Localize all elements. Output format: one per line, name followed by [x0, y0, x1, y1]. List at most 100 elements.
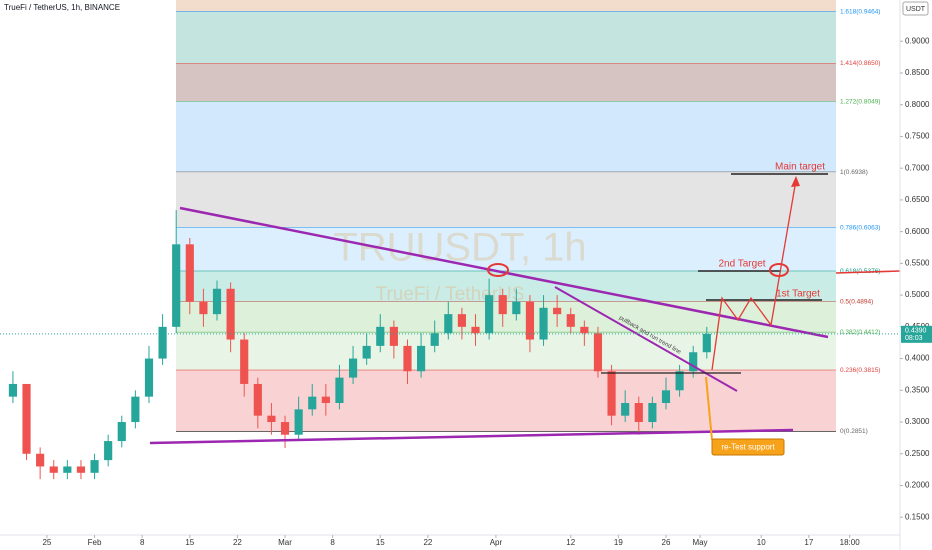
- candle-body: [76, 466, 86, 473]
- candle-body: [607, 371, 616, 416]
- fib-label: 1.414(0.8650): [840, 60, 880, 67]
- retest-label: re-Test support: [721, 443, 775, 452]
- candle-body: [634, 402, 643, 423]
- y-tick-label: 0.6000: [905, 227, 930, 236]
- candle-body: [498, 295, 507, 315]
- fib-label: 0.236(0.3815): [840, 367, 880, 374]
- x-tick-label: 22: [233, 538, 242, 547]
- x-tick-label: May: [692, 538, 707, 547]
- fib-label: 0.786(0.6063): [840, 224, 880, 231]
- candles: [8, 210, 711, 480]
- candle-body: [144, 358, 154, 397]
- price-tag-label: 0.4390: [905, 328, 927, 335]
- x-tick-label: 10: [757, 538, 766, 547]
- candle-body: [566, 314, 575, 327]
- candle-body: [267, 415, 276, 423]
- fib-band: [176, 370, 836, 432]
- x-tick-label: Apr: [490, 538, 503, 547]
- x-tick-label: 12: [566, 538, 575, 547]
- y-tick-label: 0.5000: [905, 290, 930, 299]
- candle-body: [403, 345, 412, 372]
- x-tick-label: Mar: [278, 538, 292, 547]
- fib-band: [176, 0, 836, 12]
- candle-body: [63, 466, 72, 473]
- y-tick-label: 0.6500: [905, 195, 930, 204]
- countdown: 08:03: [905, 335, 923, 342]
- candle-body: [389, 326, 398, 346]
- candle-body: [253, 383, 262, 416]
- candle-body: [675, 371, 684, 391]
- y-tick-label: 0.4000: [905, 354, 930, 363]
- candle-body: [212, 288, 222, 315]
- arrow-head: [791, 176, 800, 187]
- fib-label: 0.618(0.5376): [840, 268, 880, 275]
- fib-label: 0(0.2851): [840, 428, 868, 435]
- first-target-label: 1st Target: [776, 289, 820, 300]
- fib-retracement: 1.618(0.9464) 1.414(0.8650) 1.272(0.8049) 1…: [176, 0, 880, 435]
- candle-body: [376, 326, 385, 346]
- candle-body: [485, 295, 494, 334]
- candle-body: [117, 422, 126, 442]
- candle-body: [553, 307, 562, 315]
- candle-body: [457, 314, 466, 327]
- candle-body: [417, 345, 426, 372]
- candle-body: [308, 396, 317, 410]
- fib-label: 0.5(0.4894): [840, 299, 873, 306]
- fib-band: [176, 227, 836, 272]
- x-tick-label: Feb: [88, 538, 102, 547]
- y-tick-label: 0.8500: [905, 68, 930, 77]
- x-tick-label: 18:00: [840, 538, 861, 547]
- fib-band: [176, 11, 836, 64]
- y-tick-label: 0.1500: [905, 512, 930, 521]
- candle-body: [172, 244, 181, 327]
- x-tick-label: 26: [662, 538, 671, 547]
- candle-body: [8, 383, 18, 397]
- candle-body: [539, 307, 548, 340]
- candle-body: [348, 358, 358, 378]
- red-line: [835, 270, 901, 274]
- fib-band: [176, 101, 836, 173]
- candle-body: [294, 409, 303, 435]
- axes: 0.15000.20000.25000.30000.35000.40000.45…: [0, 36, 932, 547]
- currency: USDT: [906, 6, 926, 13]
- fib-band: [176, 172, 836, 228]
- candle-body: [648, 402, 657, 423]
- fib-label: 1.272(0.8049): [840, 98, 880, 105]
- candle-body: [689, 352, 698, 372]
- x-tick-label: 8: [330, 538, 335, 547]
- candle-body: [335, 377, 344, 403]
- x-tick-label: 22: [423, 538, 432, 547]
- candle-body: [471, 326, 480, 334]
- fib-label: 1(0.6938): [840, 169, 868, 176]
- candle-body: [36, 453, 45, 467]
- y-tick-label: 0.7000: [905, 163, 930, 172]
- candle-body: [90, 460, 99, 473]
- y-tick-label: 0.3000: [905, 417, 930, 426]
- x-tick-label: 15: [185, 538, 194, 547]
- candle-body: [158, 326, 167, 359]
- candle-body: [22, 383, 31, 454]
- candle-body: [226, 288, 235, 340]
- candle-body: [131, 396, 140, 423]
- fib-band: [176, 63, 836, 102]
- support-trendline: [149, 428, 794, 445]
- retest-arrow: [705, 376, 713, 441]
- y-tick-label: 0.3500: [905, 385, 930, 394]
- candle-body: [621, 402, 630, 416]
- x-tick-label: 25: [42, 538, 51, 547]
- candle-body: [512, 301, 521, 315]
- candle-body: [362, 345, 371, 359]
- second-target-label: 2nd Target: [718, 259, 765, 270]
- x-tick-label: 19: [614, 538, 623, 547]
- fib-label: 0.382(0.4412): [840, 329, 880, 336]
- y-tick-label: 0.9000: [905, 36, 930, 45]
- candle-body: [661, 390, 671, 403]
- retest-box: [711, 438, 785, 456]
- candle-body: [199, 301, 208, 315]
- candle-body: [240, 339, 249, 384]
- candle-body: [321, 396, 330, 403]
- x-tick-label: 8: [140, 538, 145, 547]
- candle-body: [444, 314, 453, 334]
- y-tick-label: 0.7500: [905, 132, 930, 141]
